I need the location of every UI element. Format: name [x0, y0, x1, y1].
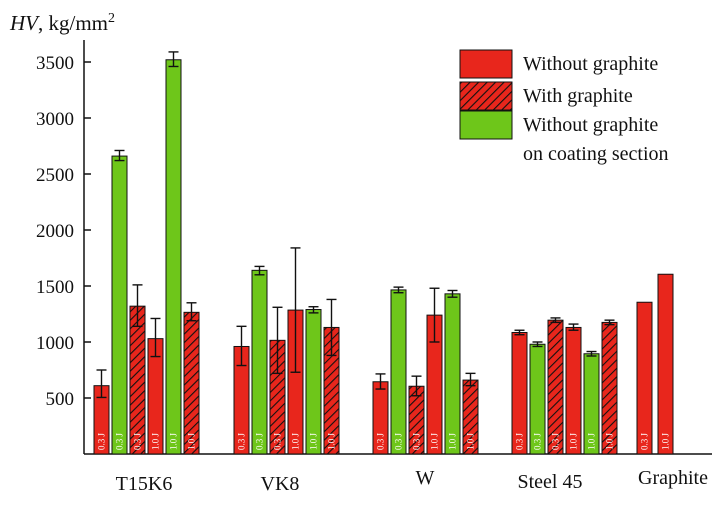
bar-energy-label: 0.3 J [273, 433, 283, 451]
category-label: Steel 45 [518, 471, 583, 493]
bar [390, 289, 407, 455]
y-tick-label: 2000 [36, 221, 74, 242]
bar-energy-label: 1.0 J [187, 433, 197, 451]
bar [657, 273, 674, 455]
category-label: VK8 [261, 473, 300, 495]
y-axis-title-exponent: 2 [108, 11, 115, 26]
bar-group-0: 0.3 J 0.3 J 0.3 J 1.0 J 1.0 J 1.0 J [93, 51, 200, 455]
category-labels: T15K6 VK8 W Steel 45 Graphite [116, 467, 708, 495]
legend-swatch [459, 110, 513, 140]
bar-energy-label: 1.0 J [309, 433, 319, 451]
bar [251, 269, 268, 455]
bar-group-1: 0.3 J 0.3 J 0.3 J 1.0 J 1.0 J 1.0 J [233, 247, 340, 455]
bar-energy-label: 1.0 J [569, 433, 579, 451]
bar-energy-label: 1.0 J [466, 433, 476, 451]
legend-label: With graphite [523, 85, 633, 107]
bar-energy-label: 1.0 J [587, 433, 597, 451]
bar-energy-label: 1.0 J [291, 433, 301, 451]
y-axis-label: HV, kg/mm2 [9, 11, 115, 35]
bar-energy-label: 0.3 J [533, 433, 543, 451]
bar-energy-label: 1.0 J [430, 433, 440, 451]
legend-label: Without graphite [523, 53, 658, 75]
bar-energy-label: 0.3 J [551, 433, 561, 451]
y-tick-label: 3000 [36, 109, 74, 130]
y-axis-title: HV, kg/mm2 [9, 11, 115, 35]
bar-energy-label: 1.0 J [448, 433, 458, 451]
bar-group-3: 0.3 J 0.3 J 0.3 J 1.0 J 1.0 J 1.0 J [511, 317, 618, 455]
category-label: W [416, 467, 435, 489]
bar-energy-label: 0.3 J [255, 433, 265, 451]
y-axis-title-unit: , kg/mm [38, 11, 108, 35]
category-label: Graphite [638, 467, 708, 489]
bar [636, 301, 653, 455]
bar-energy-label: 1.0 J [605, 433, 615, 451]
legend-label: Without graphite [523, 114, 658, 136]
y-tick-label: 1000 [36, 333, 74, 354]
y-tick-label: 500 [46, 389, 75, 410]
bar-energy-label: 1.0 J [151, 433, 161, 451]
bar-energy-label: 1.0 J [661, 433, 671, 451]
bar-energy-label: 0.3 J [237, 433, 247, 451]
bar-energy-label: 0.3 J [97, 433, 107, 451]
y-tick-label: 3500 [36, 53, 74, 74]
category-label: T15K6 [116, 473, 173, 495]
bar-energy-label: 0.3 J [412, 433, 422, 451]
legend: Without graphite With graphite Without gra… [459, 49, 669, 165]
bar-energy-label: 0.3 J [133, 433, 143, 451]
bar-energy-label: 0.3 J [640, 433, 650, 451]
bar [444, 293, 461, 455]
y-axis-title-symbol: HV [9, 11, 40, 35]
bar-energy-label: 0.3 J [515, 433, 525, 451]
bar-group-4: 0.3 J 1.0 J [636, 273, 674, 455]
bar [183, 311, 200, 455]
bar [129, 305, 146, 455]
bar-energy-label: 1.0 J [169, 433, 179, 451]
y-tick-label: 1500 [36, 277, 74, 298]
bar [165, 59, 182, 455]
bar-energy-label: 0.3 J [376, 433, 386, 451]
bars: 0.3 J 0.3 J 0.3 J 1.0 J 1.0 J 1.0 J 0.3 J 0.3 J… [93, 51, 674, 455]
y-ticks: 500 1000 1500 2000 2500 3000 3500 [36, 53, 91, 410]
bar [111, 155, 128, 455]
bar-energy-label: 0.3 J [115, 433, 125, 451]
y-tick-label: 2500 [36, 165, 74, 186]
legend-label: on coating section [523, 143, 669, 165]
bar-group-2: 0.3 J 0.3 J 0.3 J 1.0 J 1.0 J 1.0 J [372, 286, 479, 455]
legend-swatch [459, 81, 513, 111]
legend-swatch [459, 49, 513, 79]
bar [305, 309, 322, 455]
bar-energy-label: 0.3 J [394, 433, 404, 451]
bar-energy-label: 1.0 J [327, 433, 337, 451]
